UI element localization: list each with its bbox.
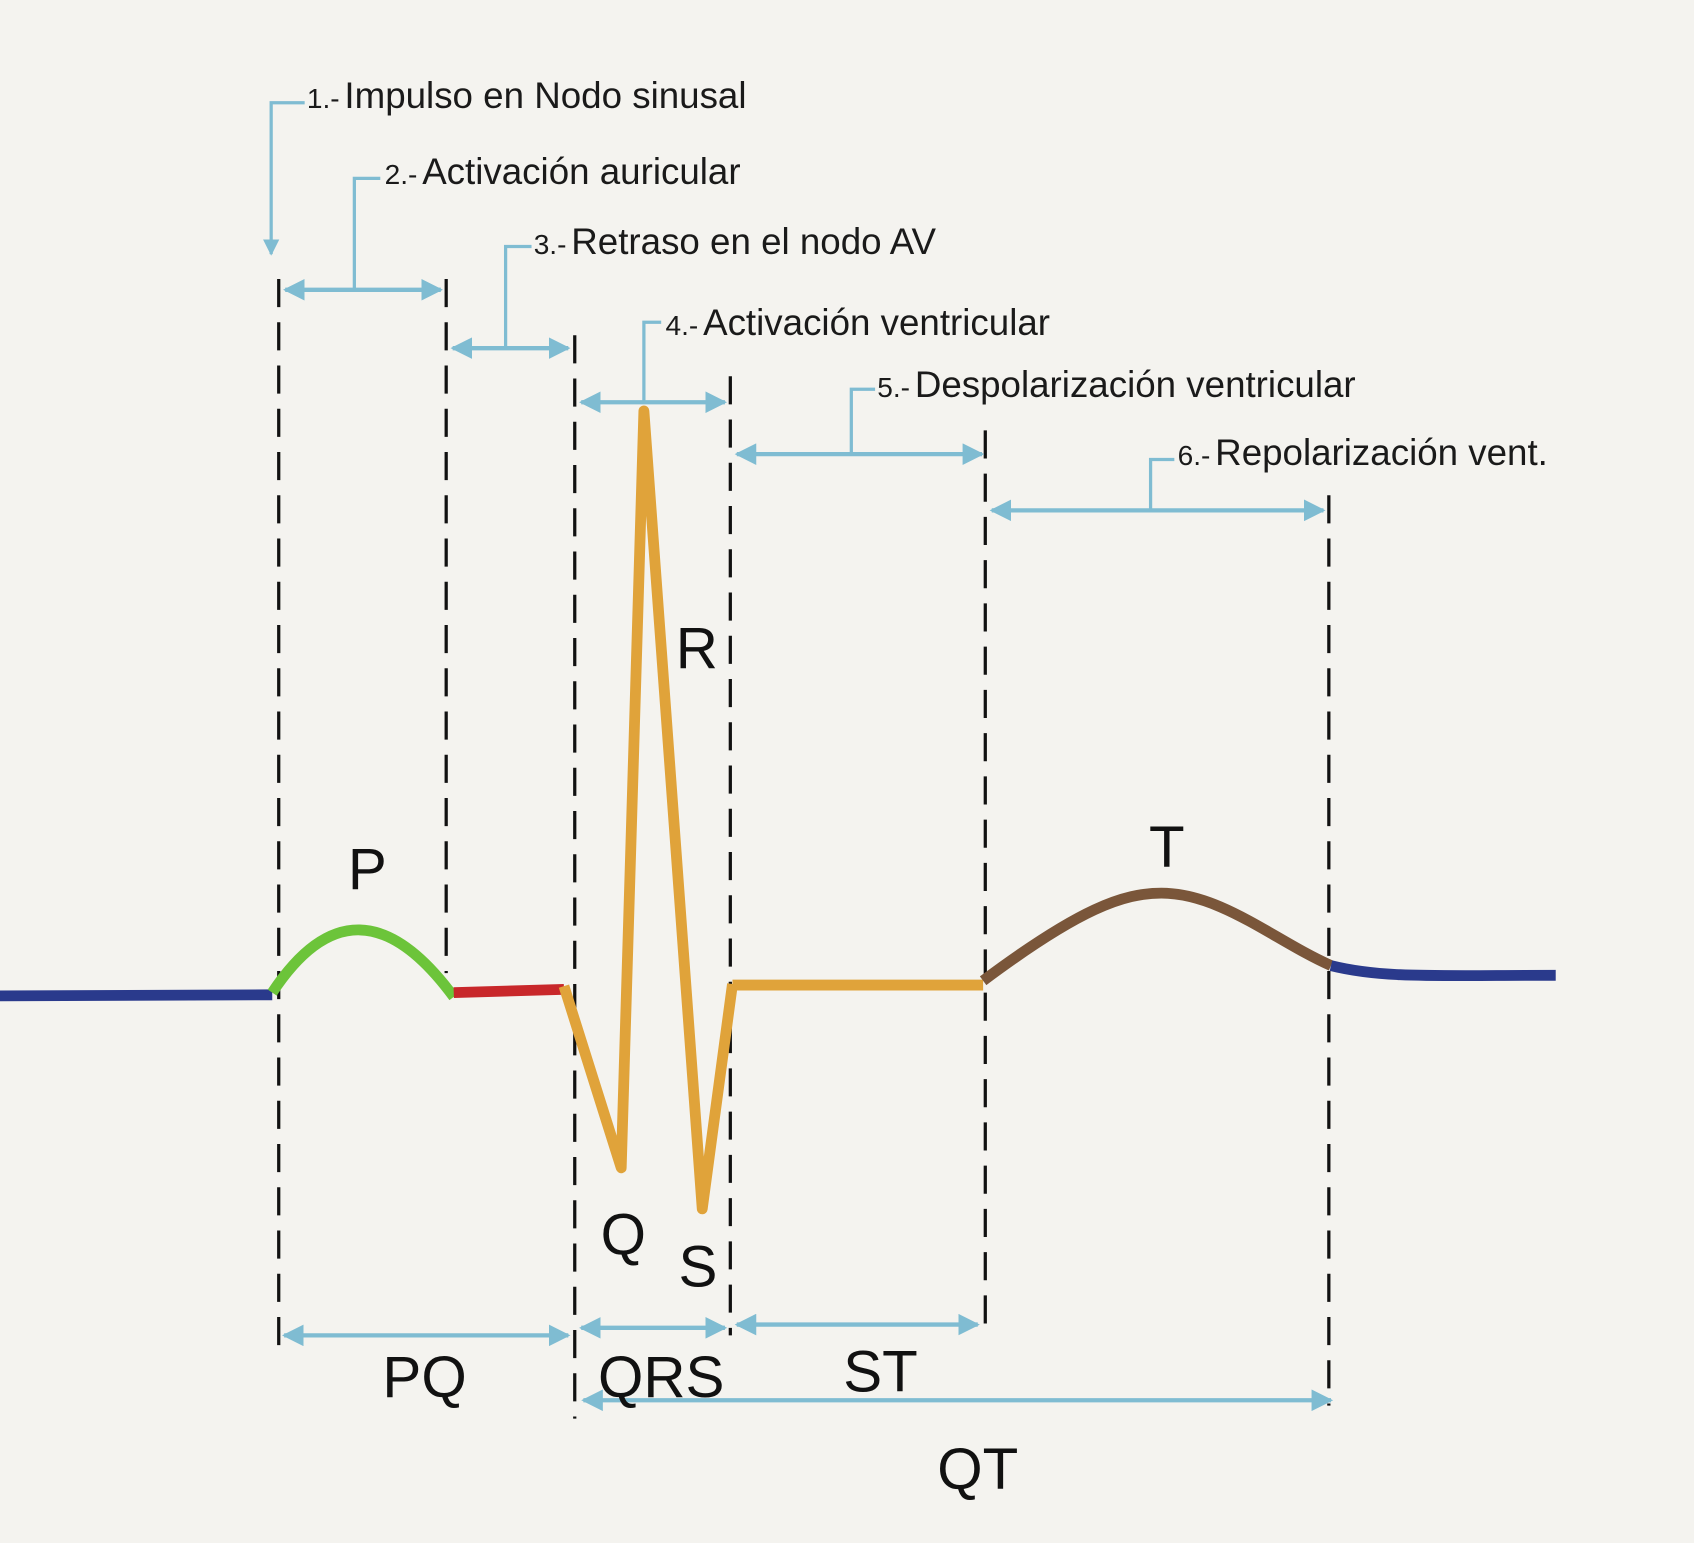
arrows [263,101,1334,1412]
dashed-lines [277,278,1331,1419]
annotations: 1.- Impulso en Nodo sinusal 2.- Activaci… [307,75,1548,473]
wave-label: P [348,837,387,902]
annotation: 6.- Repolarización vent. [1178,432,1548,473]
annotation: 4.- Activación ventricular [666,302,1051,343]
wave-label: Q [601,1202,646,1267]
interval-label: ST [843,1340,918,1405]
annotation: 5.- Despolarización ventricular [877,364,1355,405]
interval-label: PQ [382,1345,466,1410]
annotation: 1.- Impulso en Nodo sinusal [307,75,747,116]
ecg-trace [0,405,1556,1215]
interval-label: QT [937,1437,1018,1502]
wave-label: T [1149,815,1185,880]
annotation: 2.- Activación auricular [385,151,741,192]
wave-labels: P R Q S T [348,616,1185,1300]
wave-label: S [678,1235,717,1300]
interval-labels: PQ QRS ST QT [382,1340,1018,1502]
interval-label: QRS [598,1345,724,1410]
annotation: 3.- Retraso en el nodo AV [534,221,937,262]
wave-label: R [676,616,718,681]
